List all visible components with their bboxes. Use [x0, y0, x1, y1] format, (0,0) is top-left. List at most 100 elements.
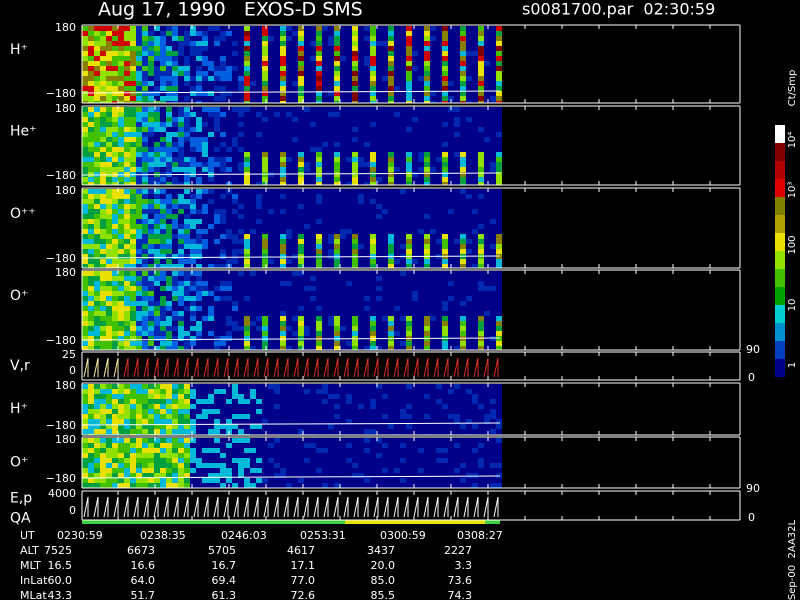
spectrogram-cell	[142, 249, 148, 254]
spectrogram-cell	[340, 331, 346, 336]
spectrogram-cell	[82, 311, 88, 316]
spectrogram-cell	[250, 182, 256, 185]
spectrogram-cell	[124, 117, 130, 122]
spectrogram-cell	[430, 46, 436, 51]
spectrogram-cell	[178, 56, 184, 61]
spectrogram-cell	[250, 204, 256, 209]
spectrogram-cell	[256, 244, 262, 249]
spectrogram-cell	[208, 331, 214, 336]
spectrogram-cell	[394, 224, 400, 229]
spectrogram-cell	[208, 276, 214, 281]
spectrogram-cell	[94, 311, 100, 316]
spectrogram-cell	[124, 107, 130, 112]
spectrogram-cell	[166, 96, 172, 101]
spectrogram-cell	[346, 306, 352, 311]
spectrogram-cell	[484, 301, 490, 306]
sawtooth	[463, 357, 469, 378]
spectrogram-cell	[124, 36, 130, 41]
spectrogram-cell	[286, 281, 292, 286]
spectrogram-cell	[496, 61, 502, 66]
spectrogram-cell	[142, 281, 148, 286]
spectrogram-cell	[382, 91, 388, 96]
spectrogram-cell	[496, 86, 502, 91]
spectrogram-cell	[322, 214, 328, 219]
spectrogram-cell	[406, 301, 412, 306]
spectrogram-cell	[436, 51, 442, 56]
spectrogram-cell	[484, 271, 490, 276]
spectrogram-cell	[352, 321, 358, 326]
spectrogram-cell	[334, 86, 340, 91]
spectrogram-cell	[202, 209, 208, 214]
spectrogram-cell	[382, 204, 388, 209]
spectrogram-cell	[118, 61, 124, 66]
spectrogram-cell	[310, 31, 316, 36]
spectrogram-cell	[232, 281, 238, 286]
spectrogram-cell	[274, 51, 280, 56]
spectrogram-cell	[460, 162, 466, 167]
spectrogram-cell	[340, 306, 346, 311]
spectrogram-cell	[358, 316, 364, 321]
spectrogram-cell	[346, 321, 352, 326]
spectrogram-cell	[454, 51, 460, 56]
spectrogram-cell	[214, 214, 220, 219]
spectrogram-cell	[298, 112, 304, 117]
spectrogram-cell	[418, 271, 424, 276]
spectrogram-cell	[370, 31, 376, 36]
spectrogram-cell	[298, 259, 304, 264]
spectrogram-cell	[184, 194, 190, 199]
spectrogram-cell	[172, 26, 178, 31]
spectrogram-cell	[268, 336, 274, 341]
spectrogram-cell	[496, 341, 502, 346]
spectrogram-cell	[172, 112, 178, 117]
spectrogram-cell	[304, 31, 310, 36]
spectrogram-cell	[466, 286, 472, 291]
spectrogram-cell	[490, 276, 496, 281]
spectrogram-cell	[430, 142, 436, 147]
spectrogram-cell	[88, 424, 94, 429]
spectrogram-cell	[142, 51, 148, 56]
spectrogram-cell	[304, 147, 310, 152]
spectrogram-cell	[346, 244, 352, 249]
spectrogram-cell	[262, 326, 268, 331]
spectrogram-cell	[406, 96, 412, 101]
spectrogram-cell	[304, 311, 310, 316]
spectrogram-cell	[370, 264, 376, 268]
spectrogram-cell	[106, 66, 112, 71]
spectrogram-cell	[424, 177, 430, 182]
spectrogram-cell	[322, 76, 328, 81]
spectrogram-cell	[400, 204, 406, 209]
spectrogram-cell	[292, 296, 298, 301]
spectrogram-cell	[160, 147, 166, 152]
spectrogram-cell	[496, 244, 502, 249]
spectrogram-cell	[394, 281, 400, 286]
spectrogram-cell	[82, 199, 88, 204]
spectrogram-cell	[358, 259, 364, 264]
spectrogram-cell	[310, 172, 316, 177]
spectrogram-cell	[418, 204, 424, 209]
spectrogram-cell	[478, 152, 484, 157]
spectrogram-cell	[220, 71, 226, 76]
spectrogram-cell	[100, 321, 106, 326]
spectrogram-cell	[400, 331, 406, 336]
spectrogram-cell	[226, 86, 232, 91]
spectrogram-cell	[232, 331, 238, 336]
spectrogram-cell	[442, 219, 448, 224]
spectrogram-cell	[262, 56, 268, 61]
spectrogram-cell	[322, 177, 328, 182]
spectrogram-cell	[466, 31, 472, 36]
spectrogram-cell	[232, 132, 238, 137]
spectrogram-cell	[190, 86, 196, 91]
spectrogram-cell	[106, 244, 112, 249]
spectrogram-cell	[196, 177, 202, 182]
spectrogram-cell	[490, 51, 496, 56]
spectrogram-cell	[250, 142, 256, 147]
spectrogram-cell	[178, 132, 184, 137]
spectrogram-cell	[316, 91, 322, 96]
spectrogram-cell	[412, 127, 418, 132]
spectrogram-cell	[436, 209, 442, 214]
spectrogram-cell	[484, 234, 490, 239]
spectrogram-cell	[364, 137, 370, 142]
spectrogram-cell	[478, 291, 484, 296]
spectrogram-cell	[388, 311, 394, 316]
spectrogram-cell	[460, 204, 466, 209]
